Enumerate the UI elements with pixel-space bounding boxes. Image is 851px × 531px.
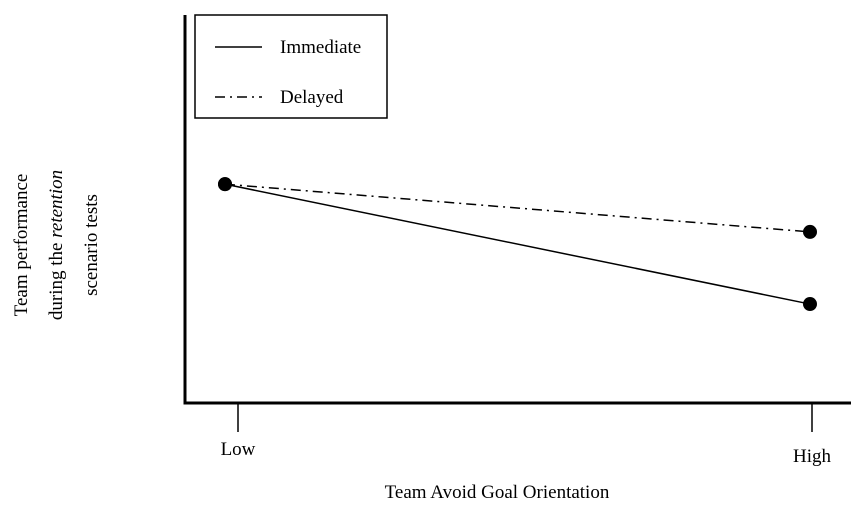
y-label-part: during the <box>46 243 67 321</box>
y-label-italic: retention <box>46 170 67 238</box>
y-label-line: scenario tests <box>81 194 102 296</box>
y-label-line: during the retention <box>46 170 67 320</box>
point <box>803 297 817 312</box>
x-axis-label: Team Avoid Goal Orientation <box>385 482 610 503</box>
legend-label: Immediate <box>280 37 361 58</box>
y-axis-label: Team performance during the retention sc… <box>11 170 102 320</box>
x-tick-label: High <box>793 446 832 467</box>
point <box>218 177 232 192</box>
series-line <box>224 183 811 305</box>
legend-box <box>194 14 388 119</box>
y-label-line: Team performance <box>11 174 32 317</box>
series-line <box>224 183 811 233</box>
legend-label: Delayed <box>280 87 344 108</box>
point <box>803 224 817 239</box>
x-tick-label: Low <box>221 439 256 460</box>
